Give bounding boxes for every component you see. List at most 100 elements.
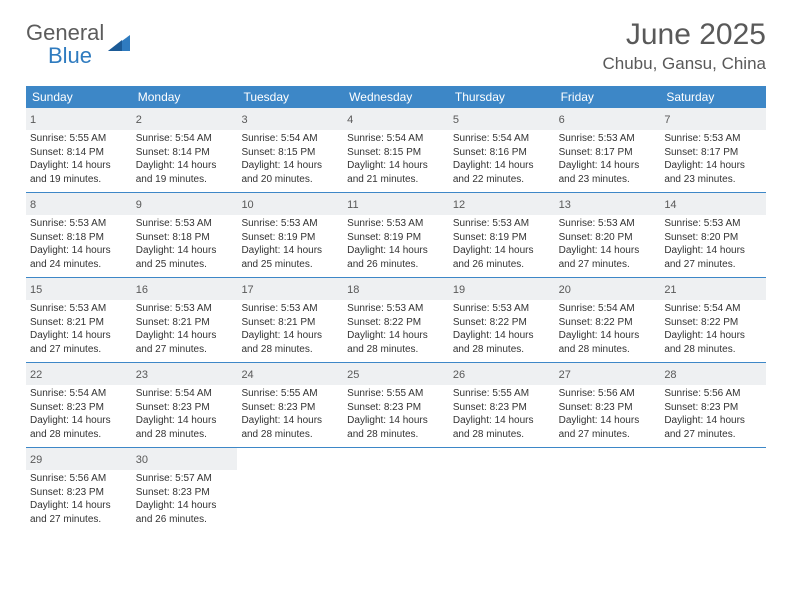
calendar-cell: 21 Sunrise: 5:54 AMSunset: 8:22 PMDayligh…	[660, 278, 766, 362]
calendar-row: 1 Sunrise: 5:55 AMSunset: 8:14 PMDaylight…	[26, 108, 766, 193]
day-number: 11	[347, 199, 358, 211]
day-details: Sunrise: 5:54 AMSunset: 8:14 PMDaylight:…	[136, 132, 234, 186]
calendar-row: 15 Sunrise: 5:53 AMSunset: 8:21 PMDayligh…	[26, 278, 766, 363]
calendar-cell: 2 Sunrise: 5:54 AMSunset: 8:14 PMDaylight…	[132, 108, 238, 192]
calendar-row: 8Sunrise: 5:53 AMSunset: 8:18 PMDaylight…	[26, 193, 766, 278]
day-number: 4	[347, 114, 353, 126]
calendar-cell: 10 Sunrise: 5:53 AMSunset: 8:19 PMDayligh…	[237, 193, 343, 277]
day-number: 14	[664, 199, 676, 211]
calendar-header-row: SundayMondayTuesdayWednesdayThursdayFrid…	[26, 86, 766, 108]
day-number: 22	[30, 369, 42, 381]
calendar-cell: 25 Sunrise: 5:55 AMSunset: 8:23 PMDayligh…	[343, 363, 449, 447]
day-details: Sunrise: 5:54 AMSunset: 8:15 PMDaylight:…	[241, 132, 339, 186]
calendar-cell: 13Sunrise: 5:53 AMSunset: 8:20 PMDayligh…	[555, 193, 661, 277]
day-number: 1	[30, 114, 36, 126]
calendar: SundayMondayTuesdayWednesdayThursdayFrid…	[26, 86, 766, 532]
month-title: June 2025	[603, 18, 767, 52]
weekday-header: Thursday	[449, 86, 555, 108]
day-details: Sunrise: 5:53 AMSunset: 8:20 PMDaylight:…	[664, 217, 762, 271]
weekday-header: Wednesday	[343, 86, 449, 108]
calendar-cell: 7 Sunrise: 5:53 AMSunset: 8:17 PMDaylight…	[660, 108, 766, 192]
calendar-cell: 19Sunrise: 5:53 AMSunset: 8:22 PMDayligh…	[449, 278, 555, 362]
day-details: Sunrise: 5:55 AMSunset: 8:23 PMDaylight:…	[241, 387, 339, 441]
day-details: Sunrise: 5:56 AMSunset: 8:23 PMDaylight:…	[559, 387, 657, 441]
calendar-cell: 5 Sunrise: 5:54 AMSunset: 8:16 PMDaylight…	[449, 108, 555, 192]
calendar-cell: 1 Sunrise: 5:55 AMSunset: 8:14 PMDaylight…	[26, 108, 132, 192]
calendar-cell: 30 Sunrise: 5:57 AMSunset: 8:23 PMDayligh…	[132, 448, 238, 532]
calendar-row: 22 Sunrise: 5:54 AMSunset: 8:23 PMDayligh…	[26, 363, 766, 448]
calendar-cell: 20 Sunrise: 5:54 AMSunset: 8:22 PMDayligh…	[555, 278, 661, 362]
day-details: Sunrise: 5:54 AMSunset: 8:23 PMDaylight:…	[136, 387, 234, 441]
calendar-cell: 3 Sunrise: 5:54 AMSunset: 8:15 PMDaylight…	[237, 108, 343, 192]
calendar-row: 29Sunrise: 5:56 AMSunset: 8:23 PMDayligh…	[26, 448, 766, 532]
calendar-cell: 8Sunrise: 5:53 AMSunset: 8:18 PMDaylight…	[26, 193, 132, 277]
day-number: 12	[453, 199, 465, 211]
day-number: 2	[136, 114, 142, 126]
calendar-cell	[660, 448, 766, 532]
logo-text-1: General	[26, 20, 104, 45]
calendar-cell: 14 Sunrise: 5:53 AMSunset: 8:20 PMDayligh…	[660, 193, 766, 277]
day-details: Sunrise: 5:53 AMSunset: 8:20 PMDaylight:…	[559, 217, 657, 271]
day-number: 3	[241, 114, 247, 126]
calendar-cell: 16 Sunrise: 5:53 AMSunset: 8:21 PMDayligh…	[132, 278, 238, 362]
title-block: June 2025 Chubu, Gansu, China	[603, 18, 767, 74]
day-number: 17	[241, 284, 253, 296]
day-details: Sunrise: 5:53 AMSunset: 8:19 PMDaylight:…	[453, 217, 551, 271]
day-number: 24	[241, 369, 253, 381]
day-details: Sunrise: 5:53 AMSunset: 8:21 PMDaylight:…	[241, 302, 339, 356]
day-details: Sunrise: 5:53 AMSunset: 8:21 PMDaylight:…	[30, 302, 128, 356]
calendar-cell	[343, 448, 449, 532]
weekday-header: Tuesday	[237, 86, 343, 108]
day-details: Sunrise: 5:53 AMSunset: 8:17 PMDaylight:…	[664, 132, 762, 186]
day-number: 15	[30, 284, 42, 296]
weekday-header: Sunday	[26, 86, 132, 108]
day-number: 9	[136, 199, 142, 211]
calendar-cell: 12 Sunrise: 5:53 AMSunset: 8:19 PMDayligh…	[449, 193, 555, 277]
weekday-header: Friday	[555, 86, 661, 108]
day-number: 10	[241, 199, 253, 211]
day-details: Sunrise: 5:55 AMSunset: 8:14 PMDaylight:…	[30, 132, 128, 186]
day-details: Sunrise: 5:53 AMSunset: 8:21 PMDaylight:…	[136, 302, 234, 356]
calendar-cell: 24 Sunrise: 5:55 AMSunset: 8:23 PMDayligh…	[237, 363, 343, 447]
day-details: Sunrise: 5:54 AMSunset: 8:22 PMDaylight:…	[664, 302, 762, 356]
day-details: Sunrise: 5:53 AMSunset: 8:18 PMDaylight:…	[136, 217, 234, 271]
day-number: 28	[664, 369, 676, 381]
calendar-cell: 9 Sunrise: 5:53 AMSunset: 8:18 PMDaylight…	[132, 193, 238, 277]
day-number: 30	[136, 454, 148, 466]
day-number: 27	[559, 369, 571, 381]
calendar-cell: 28Sunrise: 5:56 AMSunset: 8:23 PMDayligh…	[660, 363, 766, 447]
header: General Blue June 2025 Chubu, Gansu, Chi…	[26, 18, 766, 74]
calendar-cell: 18 Sunrise: 5:53 AMSunset: 8:22 PMDayligh…	[343, 278, 449, 362]
calendar-cell: 22 Sunrise: 5:54 AMSunset: 8:23 PMDayligh…	[26, 363, 132, 447]
calendar-cell: 23 Sunrise: 5:54 AMSunset: 8:23 PMDayligh…	[132, 363, 238, 447]
day-details: Sunrise: 5:54 AMSunset: 8:15 PMDaylight:…	[347, 132, 445, 186]
weekday-header: Saturday	[660, 86, 766, 108]
day-number: 26	[453, 369, 465, 381]
location: Chubu, Gansu, China	[603, 54, 767, 74]
day-number: 20	[559, 284, 571, 296]
day-details: Sunrise: 5:55 AMSunset: 8:23 PMDaylight:…	[347, 387, 445, 441]
calendar-cell: 29Sunrise: 5:56 AMSunset: 8:23 PMDayligh…	[26, 448, 132, 532]
day-number: 21	[664, 284, 676, 296]
day-details: Sunrise: 5:54 AMSunset: 8:16 PMDaylight:…	[453, 132, 551, 186]
day-number: 5	[453, 114, 459, 126]
day-details: Sunrise: 5:53 AMSunset: 8:22 PMDaylight:…	[453, 302, 551, 356]
day-details: Sunrise: 5:54 AMSunset: 8:22 PMDaylight:…	[559, 302, 657, 356]
day-number: 29	[30, 454, 42, 466]
day-number: 25	[347, 369, 359, 381]
day-details: Sunrise: 5:53 AMSunset: 8:22 PMDaylight:…	[347, 302, 445, 356]
weekday-header: Monday	[132, 86, 238, 108]
day-details: Sunrise: 5:53 AMSunset: 8:19 PMDaylight:…	[347, 217, 445, 271]
day-details: Sunrise: 5:53 AMSunset: 8:19 PMDaylight:…	[241, 217, 339, 271]
calendar-cell: 26 Sunrise: 5:55 AMSunset: 8:23 PMDayligh…	[449, 363, 555, 447]
day-details: Sunrise: 5:54 AMSunset: 8:23 PMDaylight:…	[30, 387, 128, 441]
day-number: 18	[347, 284, 359, 296]
calendar-cell: 11 Sunrise: 5:53 AMSunset: 8:19 PMDayligh…	[343, 193, 449, 277]
day-number: 6	[559, 114, 565, 126]
day-details: Sunrise: 5:57 AMSunset: 8:23 PMDaylight:…	[136, 472, 234, 526]
day-number: 23	[136, 369, 148, 381]
day-details: Sunrise: 5:53 AMSunset: 8:18 PMDaylight:…	[30, 217, 128, 271]
day-number: 7	[664, 114, 670, 126]
day-number: 16	[136, 284, 148, 296]
day-details: Sunrise: 5:55 AMSunset: 8:23 PMDaylight:…	[453, 387, 551, 441]
